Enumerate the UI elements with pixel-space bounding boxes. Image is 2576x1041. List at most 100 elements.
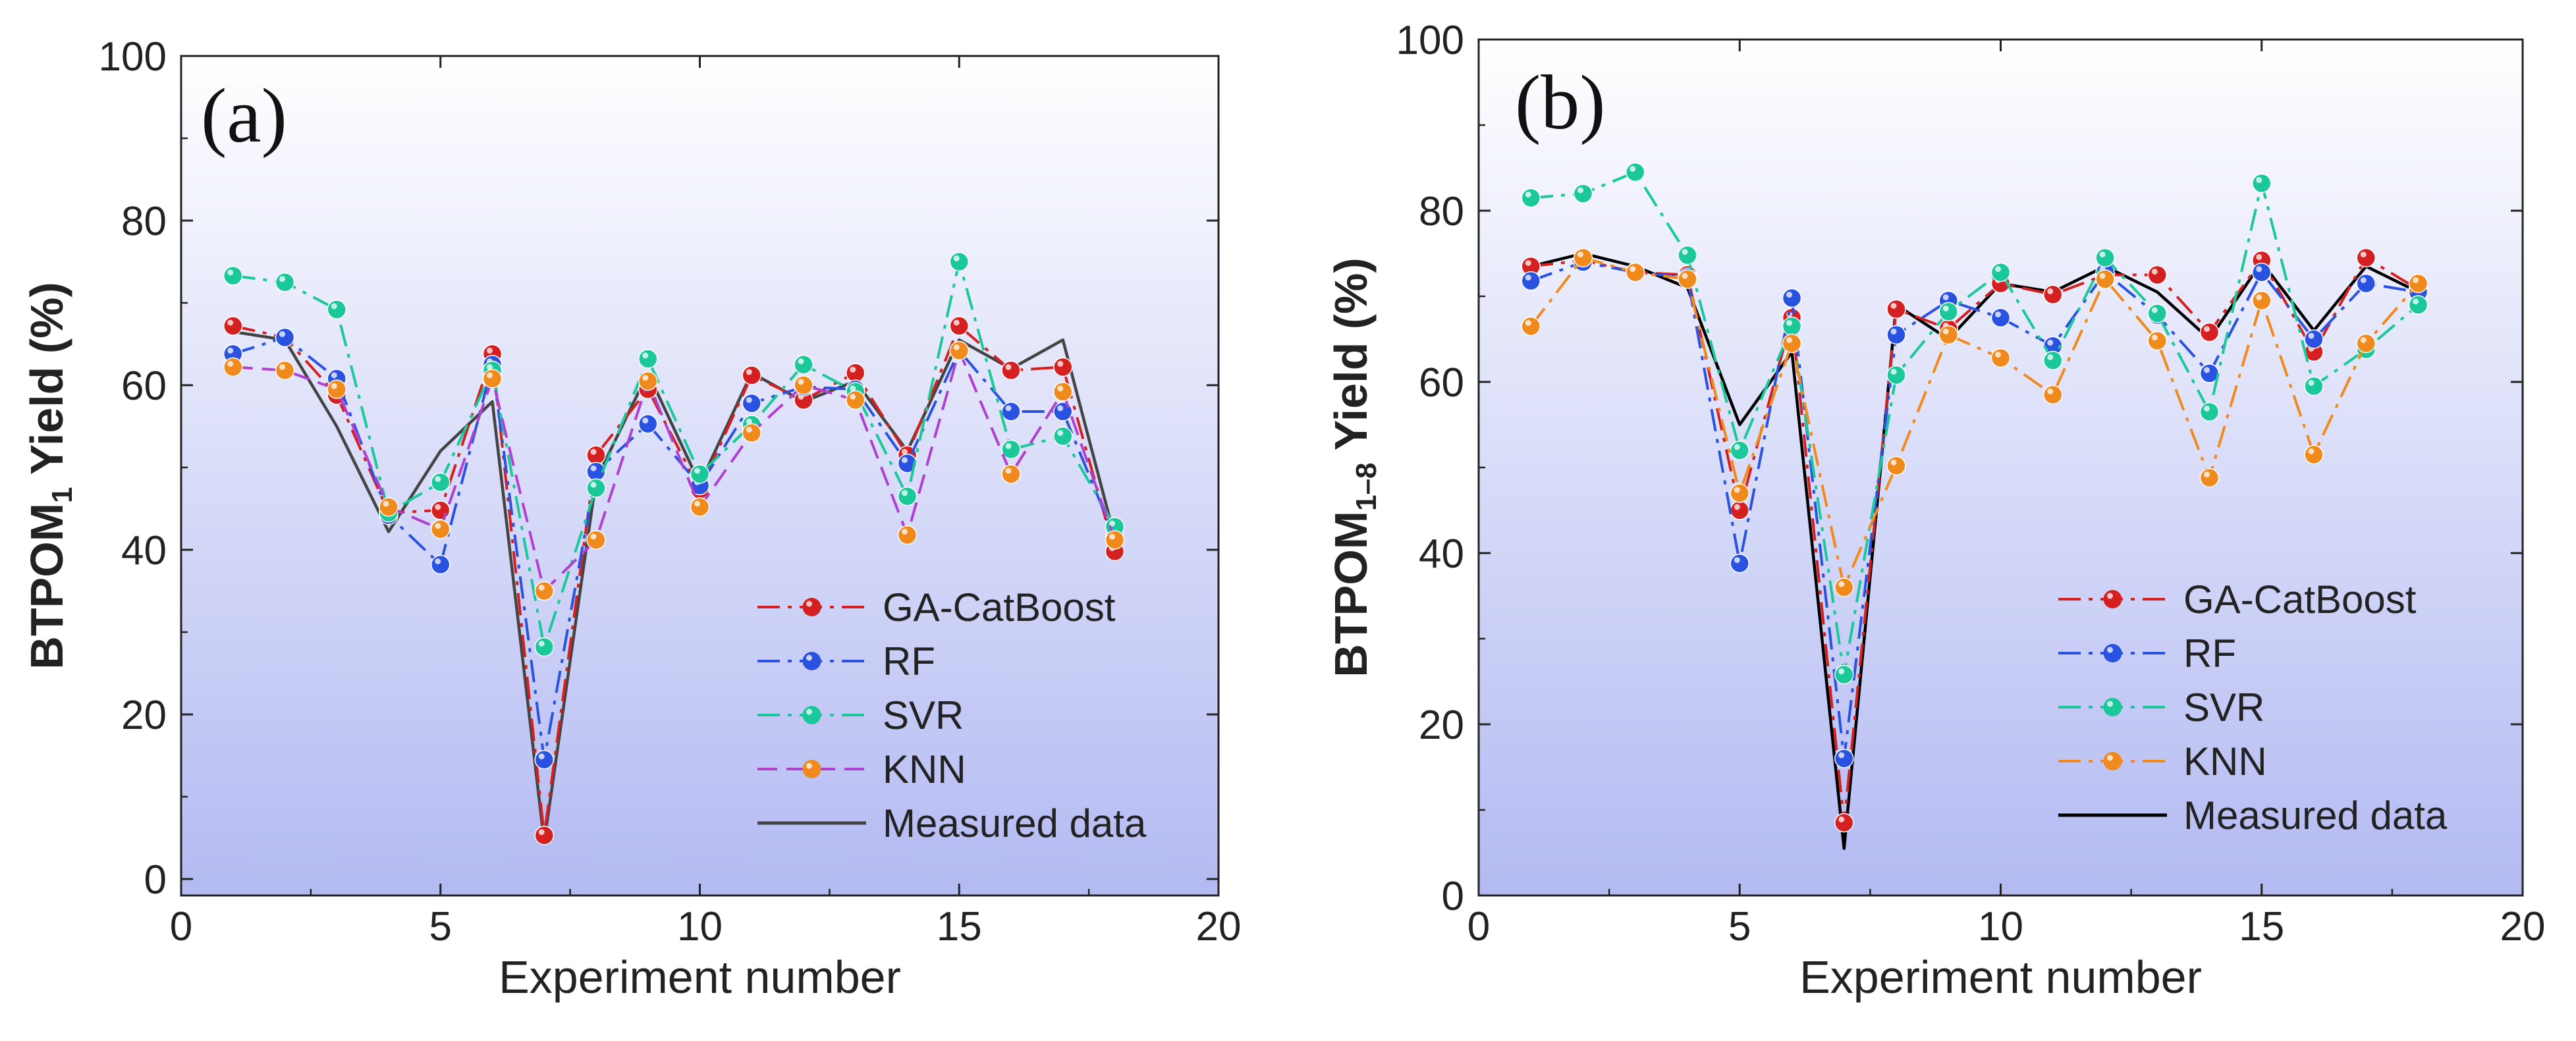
data-point-highlight [798,379,804,385]
data-point-highlight [2413,277,2419,283]
data-point [1782,333,1802,354]
data-point [534,750,554,770]
legend-marker-highlight [806,708,812,715]
data-point-highlight [435,558,441,564]
x-tick-label: 0 [170,904,192,949]
data-point [1782,288,1802,308]
x-tick-label: 10 [1978,904,2023,949]
panel-label: (a) [201,72,287,159]
data-point [1730,483,1749,503]
data-point [2356,333,2376,354]
data-point-highlight [1057,405,1064,412]
data-point-highlight [331,372,337,379]
y-tick-label: 20 [121,693,167,738]
data-point-highlight [1786,292,1792,298]
data-point [690,464,710,484]
chart-b: 0 5 10 15 20 0 20 40 60 80 100 Experiment number BTP… [1325,18,2545,1003]
legend-marker-highlight [2107,755,2113,761]
data-point-highlight [1786,320,1792,326]
y-tick-label: 0 [144,857,167,903]
series-line-ga-catboost [233,325,1116,837]
data-point-highlight [902,490,908,496]
legend-marker [2103,590,2122,608]
data-point-highlight [1005,443,1012,449]
data-point-highlight [2099,252,2106,257]
data-point-highlight [850,385,856,392]
data-point-highlight [1942,305,1949,311]
data-point [742,423,761,443]
data-point-highlight [2099,273,2106,279]
data-point [1886,299,1906,319]
data-point [2199,467,2220,488]
data-point [1573,248,1593,268]
data-point [431,472,451,493]
legend-marker-highlight [806,601,812,607]
data-point-highlight [2413,298,2419,305]
data-point-highlight [331,303,337,309]
data-point [1886,325,1906,345]
data-point-highlight [2256,266,2262,273]
data-point-highlight [1525,320,1531,326]
data-point-highlight [279,364,285,370]
data-point-highlight [2256,294,2262,300]
data-point-highlight [902,448,908,455]
data-point-highlight [435,523,441,529]
x-tick-label: 15 [2239,904,2284,949]
data-point-highlight [953,344,960,350]
data-point-highlight [2308,448,2315,454]
data-point [1521,271,1541,291]
data-point-highlight [1734,557,1740,564]
data-point [275,273,295,292]
panel-label: (b) [1515,59,1606,146]
series-svr [223,252,1125,657]
data-point-highlight [227,348,234,354]
data-point-highlight [487,364,493,370]
data-point [2043,284,2063,305]
data-point [1678,269,1697,289]
data-point-highlight [1005,467,1012,474]
series-knn [223,340,1125,601]
data-point-highlight [1057,430,1064,436]
data-point [2095,248,2115,268]
y-tick-label: 20 [1419,703,1464,748]
data-point-highlight [1109,533,1115,540]
data-point-highlight [590,465,597,471]
data-point [1782,316,1802,336]
data-point [586,530,606,550]
data-point-highlight [383,500,389,507]
data-point [2304,329,2324,349]
data-point-highlight [902,529,908,535]
data-point [431,500,451,520]
legend-label: GA-CatBoost [883,585,1116,629]
data-point-highlight [1942,294,1949,300]
data-point [2252,290,2272,311]
data-point [949,340,969,361]
data-point [1678,245,1697,265]
data-point-highlight [1786,337,1792,343]
data-point-highlight [1838,581,1845,587]
data-point [1626,262,1645,282]
data-point [586,478,606,498]
legend-marker [802,760,821,778]
data-point-highlight [227,269,234,276]
data-point [638,414,658,434]
legend-marker-highlight [806,654,812,661]
series-knn [1521,248,2428,597]
data-point-highlight [1734,444,1740,450]
data-point [742,393,761,414]
data-point-highlight [1942,329,1949,334]
data-point-highlight [2151,307,2158,313]
data-point-highlight [1109,520,1115,527]
y-axis-title: BTPOM1–8 Yield (%) [1325,257,1383,677]
data-point [638,349,658,369]
data-point [431,520,451,539]
series-line-knn [233,349,1116,593]
legend-label: RF [883,639,935,683]
legend-label: GA-CatBoost [2183,577,2417,622]
legend-marker [2103,698,2122,716]
data-point [794,355,813,375]
data-point [690,497,710,517]
x-tick-label: 20 [2500,904,2546,949]
data-point [1573,184,1593,203]
